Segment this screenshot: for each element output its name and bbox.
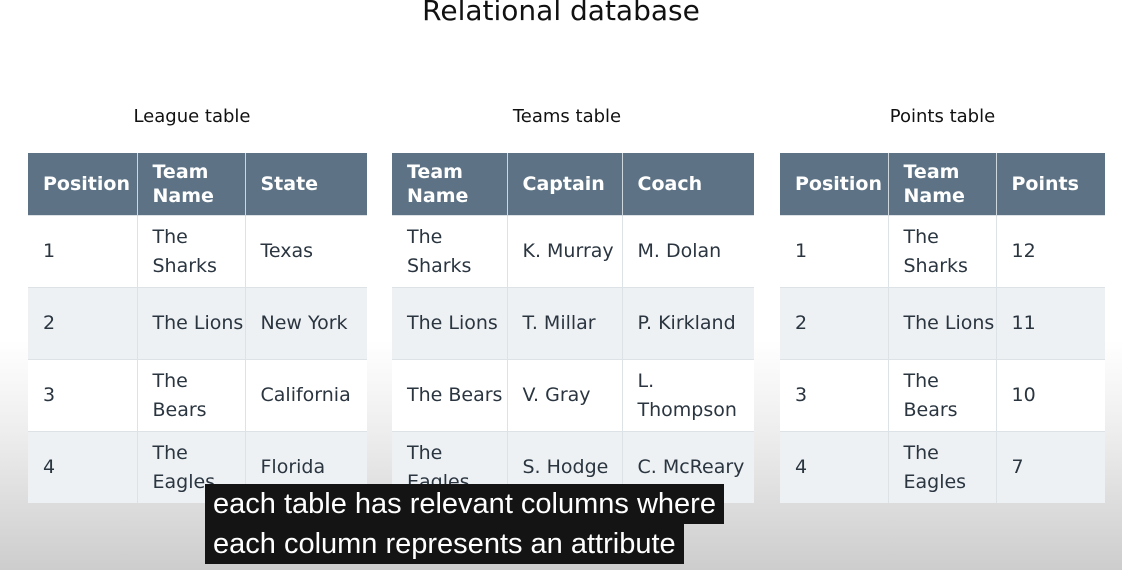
video-subtitles: each table has relevant columns where ea… — [205, 484, 724, 564]
table-cell: The Bears — [888, 359, 997, 432]
table-header-row: Position Team Name State — [28, 153, 367, 216]
table-cell: The Sharks — [392, 215, 508, 288]
column-header-team-name: Team Name — [888, 153, 997, 216]
table-row: The Bears V. Gray L. Thompson — [392, 359, 754, 432]
column-header-position: Position — [28, 153, 138, 216]
slide-title: Relational database — [422, 0, 700, 27]
table-cell: V. Gray — [507, 359, 623, 432]
teams-table: Team Name Captain Coach The Sharks K. Mu… — [392, 153, 754, 503]
table-cell: The Lions — [392, 287, 508, 360]
table-header-row: Position Team Name Points — [780, 153, 1105, 216]
table-row: 1 The Sharks Texas — [28, 215, 367, 288]
table-cell: T. Millar — [507, 287, 623, 360]
table-cell: K. Murray — [507, 215, 623, 288]
table-row: 1 The Sharks 12 — [780, 215, 1105, 288]
table-cell: 3 — [780, 359, 889, 432]
column-header-team-name: Team Name — [137, 153, 246, 216]
table-cell: The Lions — [888, 287, 997, 360]
table-row: 3 The Bears California — [28, 359, 367, 432]
table-cell: M. Dolan — [622, 215, 754, 288]
league-table: Position Team Name State 1 The Sharks Te… — [28, 153, 367, 503]
table-cell: 4 — [780, 431, 889, 503]
table-cell: 7 — [996, 431, 1105, 503]
table-row: 2 The Lions New York — [28, 287, 367, 360]
column-header-team-name: Team Name — [392, 153, 508, 216]
table-row: 4 The Eagles 7 — [780, 431, 1105, 503]
column-header-coach: Coach — [622, 153, 754, 216]
table-row: 2 The Lions 11 — [780, 287, 1105, 360]
table-cell: The Bears — [137, 359, 246, 432]
league-table-caption: League table — [133, 106, 251, 127]
table-cell: 2 — [28, 287, 138, 360]
table-cell: The Sharks — [137, 215, 246, 288]
table-row: The Lions T. Millar P. Kirkland — [392, 287, 754, 360]
teams-table-caption: Teams table — [512, 106, 622, 127]
points-table: Position Team Name Points 1 The Sharks 1… — [780, 153, 1105, 503]
table-cell: L. Thompson — [622, 359, 754, 432]
table-cell: California — [245, 359, 367, 432]
subtitle-line-1: each table has relevant columns where — [205, 484, 724, 524]
table-cell: The Lions — [137, 287, 246, 360]
table-cell: 11 — [996, 287, 1105, 360]
table-cell: 10 — [996, 359, 1105, 432]
subtitle-line-2: each column represents an attribute — [205, 524, 684, 564]
table-header-row: Team Name Captain Coach — [392, 153, 754, 216]
table-cell: P. Kirkland — [622, 287, 754, 360]
table-cell: Texas — [245, 215, 367, 288]
table-row: The Sharks K. Murray M. Dolan — [392, 215, 754, 288]
table-cell: 4 — [28, 431, 138, 503]
column-header-points: Points — [996, 153, 1105, 216]
table-row: 3 The Bears 10 — [780, 359, 1105, 432]
column-header-position: Position — [780, 153, 889, 216]
column-header-state: State — [245, 153, 367, 216]
table-cell: 3 — [28, 359, 138, 432]
table-cell: 1 — [28, 215, 138, 288]
column-header-captain: Captain — [507, 153, 623, 216]
table-cell: The Bears — [392, 359, 508, 432]
table-cell: 12 — [996, 215, 1105, 288]
table-cell: 2 — [780, 287, 889, 360]
points-table-caption: Points table — [889, 106, 996, 127]
table-cell: 1 — [780, 215, 889, 288]
table-cell: The Sharks — [888, 215, 997, 288]
table-cell: New York — [245, 287, 367, 360]
table-cell: The Eagles — [888, 431, 997, 503]
